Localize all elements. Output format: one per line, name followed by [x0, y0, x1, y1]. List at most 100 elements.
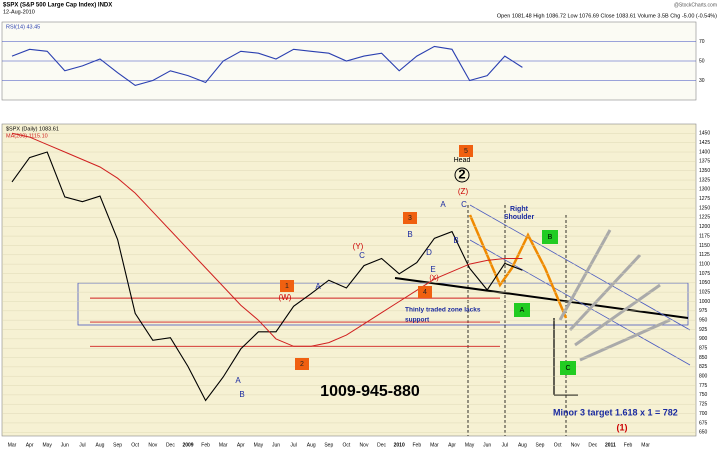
y-tick-label: 30 [699, 78, 705, 84]
wave-box [418, 286, 432, 298]
x-tick-label: May [254, 442, 264, 448]
price-panel [1, 123, 697, 437]
x-tick-label: Jul [79, 442, 85, 448]
y-tick-label: 975 [699, 308, 708, 314]
annotation-circle [454, 167, 470, 183]
wave-box [403, 212, 417, 224]
y-tick-label: 1025 [699, 289, 710, 295]
y-tick-label: 1150 [699, 243, 710, 249]
wave-box-label: C [565, 365, 570, 372]
annotation: A [235, 376, 241, 385]
x-tick-label: Jul [290, 442, 296, 448]
y-tick-label: 1450 [699, 131, 710, 137]
annotation: support [405, 317, 430, 324]
y-tick-label: 1050 [699, 280, 710, 286]
y-tick-label: 825 [699, 364, 708, 370]
legend-entry: $SPX (Daily) 1083.61 [6, 126, 59, 132]
annotation: (Y) [353, 242, 364, 251]
wave-box-label: 5 [464, 148, 468, 155]
x-tick-label: Apr [448, 442, 456, 448]
x-tick-label: Nov [360, 442, 369, 448]
y-tick-label: 750 [699, 392, 708, 398]
annotation: (W) [279, 293, 292, 302]
x-tick-label: Feb [201, 442, 210, 448]
y-tick-label: 675 [699, 420, 708, 426]
x-tick-label: Jun [61, 442, 69, 448]
y-tick-label: 1175 [699, 233, 710, 239]
annotation: C [359, 251, 365, 260]
channel-line [469, 239, 691, 366]
annotation: (Z) [458, 187, 469, 196]
x-tick-label: Dec [588, 442, 597, 448]
y-tick-label: 800 [699, 374, 708, 380]
annotation: E [430, 265, 435, 274]
x-tick-label: Mar [8, 442, 17, 448]
wave-box [560, 361, 576, 375]
projection-arrows [558, 229, 671, 362]
y-tick-label: 50 [699, 58, 705, 64]
neckline [394, 277, 689, 319]
y-tick-label: 1000 [699, 299, 710, 305]
rsi-layer: 30 50 70 RSI(14) 43.45 [2, 24, 705, 87]
annotation: 2 [458, 166, 465, 181]
x-tick-label: 2011 [605, 442, 616, 448]
series-line [11, 132, 523, 347]
wave-box-label: 3 [408, 215, 412, 222]
annotation: A [315, 282, 321, 291]
x-axis: Mar Apr May Jun Jul Aug Sep Oct Nov Dec 2009 Feb Mar… [8, 442, 651, 448]
wave-box [542, 230, 558, 244]
y-tick-label: 1325 [699, 177, 710, 183]
x-tick-label: Apr [26, 442, 34, 448]
legend-entry: RSI(14) 43.45 [6, 24, 40, 30]
y-tick-label: 650 [699, 430, 708, 436]
y-tick-label: 1250 [699, 205, 710, 211]
y-tick-label: 1350 [699, 168, 710, 174]
wave-box-label: 4 [423, 289, 427, 296]
y-tick-label: 875 [699, 346, 708, 352]
wave-box-label: B [548, 234, 553, 241]
x-tick-label: Nov [571, 442, 580, 448]
x-tick-label: Mar [641, 442, 650, 448]
y-tick-label: 1275 [699, 196, 710, 202]
wave-box-label: 2 [300, 361, 304, 368]
x-tick-label: Aug [518, 442, 527, 448]
annotation: Shoulder [504, 214, 535, 221]
x-tick-label: Apr [237, 442, 245, 448]
x-tick-label: Jun [483, 442, 491, 448]
annotation: C [461, 200, 467, 209]
x-tick-label: Mar [219, 442, 228, 448]
x-tick-label: 2010 [394, 442, 405, 448]
x-tick-label: Dec [377, 442, 386, 448]
x-tick-label: Mar [430, 442, 439, 448]
annotation: B [239, 390, 244, 399]
y-tick-label: 775 [699, 383, 708, 389]
legend-entry: MA(200) 1115.10 [6, 133, 48, 139]
y-tick-label: 925 [699, 327, 708, 333]
x-tick-label: May [465, 442, 475, 448]
y-tick-label: 1075 [699, 271, 710, 277]
x-tick-label: Aug [307, 442, 316, 448]
wave-box-label: A [520, 307, 525, 314]
x-tick-label: Jun [272, 442, 280, 448]
wave-box [459, 145, 473, 157]
annotation: Right [510, 206, 529, 213]
y-tick-label: 1375 [699, 159, 710, 165]
y-tick-label: 725 [699, 402, 708, 408]
wave-box [280, 280, 294, 292]
y-tick-label: 900 [699, 336, 708, 342]
x-tick-label: Feb [412, 442, 421, 448]
y-tick-label: 1225 [699, 215, 710, 221]
annotation: (X) [429, 275, 438, 282]
x-tick-label: Oct [343, 442, 351, 448]
y-tick-label: 1300 [699, 187, 710, 193]
annotation: (1) [617, 422, 628, 432]
wave-box [295, 358, 309, 370]
y-tick-label: 700 [699, 411, 708, 417]
x-tick-label: Oct [554, 442, 562, 448]
annotation: 1009-945-880 [320, 383, 420, 400]
y-tick-label: 1100 [699, 261, 710, 267]
x-tick-label: Nov [148, 442, 157, 448]
x-tick-label: May [42, 442, 52, 448]
series-line [11, 45, 523, 87]
